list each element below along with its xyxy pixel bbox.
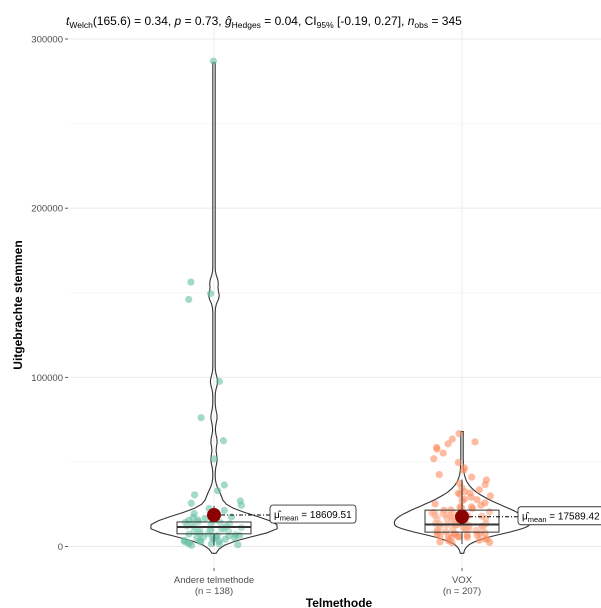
data-point [442,527,450,536]
data-point [221,535,229,543]
y-tick-label: 300000 [31,35,63,46]
data-point [431,500,439,508]
y-tick-label: 0 [58,542,63,553]
data-point [468,473,476,481]
data-point [443,514,451,523]
data-point [197,538,205,546]
x-tick-label: VOX [452,575,473,586]
data-point [454,458,462,467]
y-axis-title: Uitgebrachte stemmen [11,240,25,369]
data-point [454,533,463,541]
data-point [197,414,205,422]
data-point [449,509,457,517]
data-point [433,445,441,453]
mean-label: μ̂mean = 18609.51 [274,509,352,523]
mean-label-box [269,504,357,524]
data-point [481,535,489,543]
data-point [234,541,242,549]
data-point [220,481,228,489]
data-point [180,537,189,546]
data-point [430,455,438,463]
x-tick-count: (n = 207) [443,586,481,597]
data-point [214,487,222,495]
y-tick-label: 100000 [31,373,63,384]
data-point [209,533,217,542]
grid-lines [68,28,601,568]
group-0: μ̂mean = 18609.51 [150,57,357,554]
data-point [463,531,471,539]
data-point [220,506,228,515]
data-point [460,495,469,503]
data-point [460,466,468,474]
data-point [190,491,199,499]
data-point [201,514,209,522]
data-point [216,519,224,527]
data-point [467,493,475,501]
data-point [473,496,481,504]
y-tick-label: 200000 [31,204,63,215]
y-axis: 0 100000 200000 300000 [31,35,68,553]
data-point [187,499,195,507]
x-axis-title: Telmethode [306,596,373,608]
x-tick-label: Andere telmethode [174,575,254,586]
data-point [448,435,456,443]
data-point [428,509,436,517]
data-point [457,504,466,512]
data-point [439,449,447,457]
mean-label: μ̂mean = 17589.42 [522,511,600,525]
data-point [237,501,245,509]
mean-marker [455,509,469,524]
data-point [475,486,483,494]
data-point [435,470,443,479]
data-point [436,538,444,546]
data-point [215,540,223,548]
data-point [187,278,195,286]
data-point [230,534,239,542]
data-point [209,57,218,65]
data-point [227,513,236,521]
data-point [185,295,193,304]
data-point [477,501,485,509]
chart-subtitle: tWelch(165.6) = 0.34, p = 0.73, ĝHedges … [66,14,462,30]
data-point [471,438,479,446]
group-1: μ̂mean = 17589.42 [393,430,601,554]
data-point [448,539,456,547]
plot-area: μ̂mean = 18609.51 μ̂mean = 17589.42 [150,57,601,554]
mean-marker [207,508,221,523]
mean-label-box [517,506,601,526]
data-point [455,430,463,438]
data-point [215,377,223,385]
x-tick-count: (n = 138) [195,586,233,597]
data-point [210,455,218,463]
data-point [219,437,228,445]
data-point [444,440,452,448]
data-point [206,290,215,298]
data-point [486,492,494,500]
x-axis: Andere telmethode(n = 138) VOX(n = 207) [174,568,481,597]
data-point [481,480,489,489]
data-point [473,531,481,539]
data-point [433,527,441,535]
